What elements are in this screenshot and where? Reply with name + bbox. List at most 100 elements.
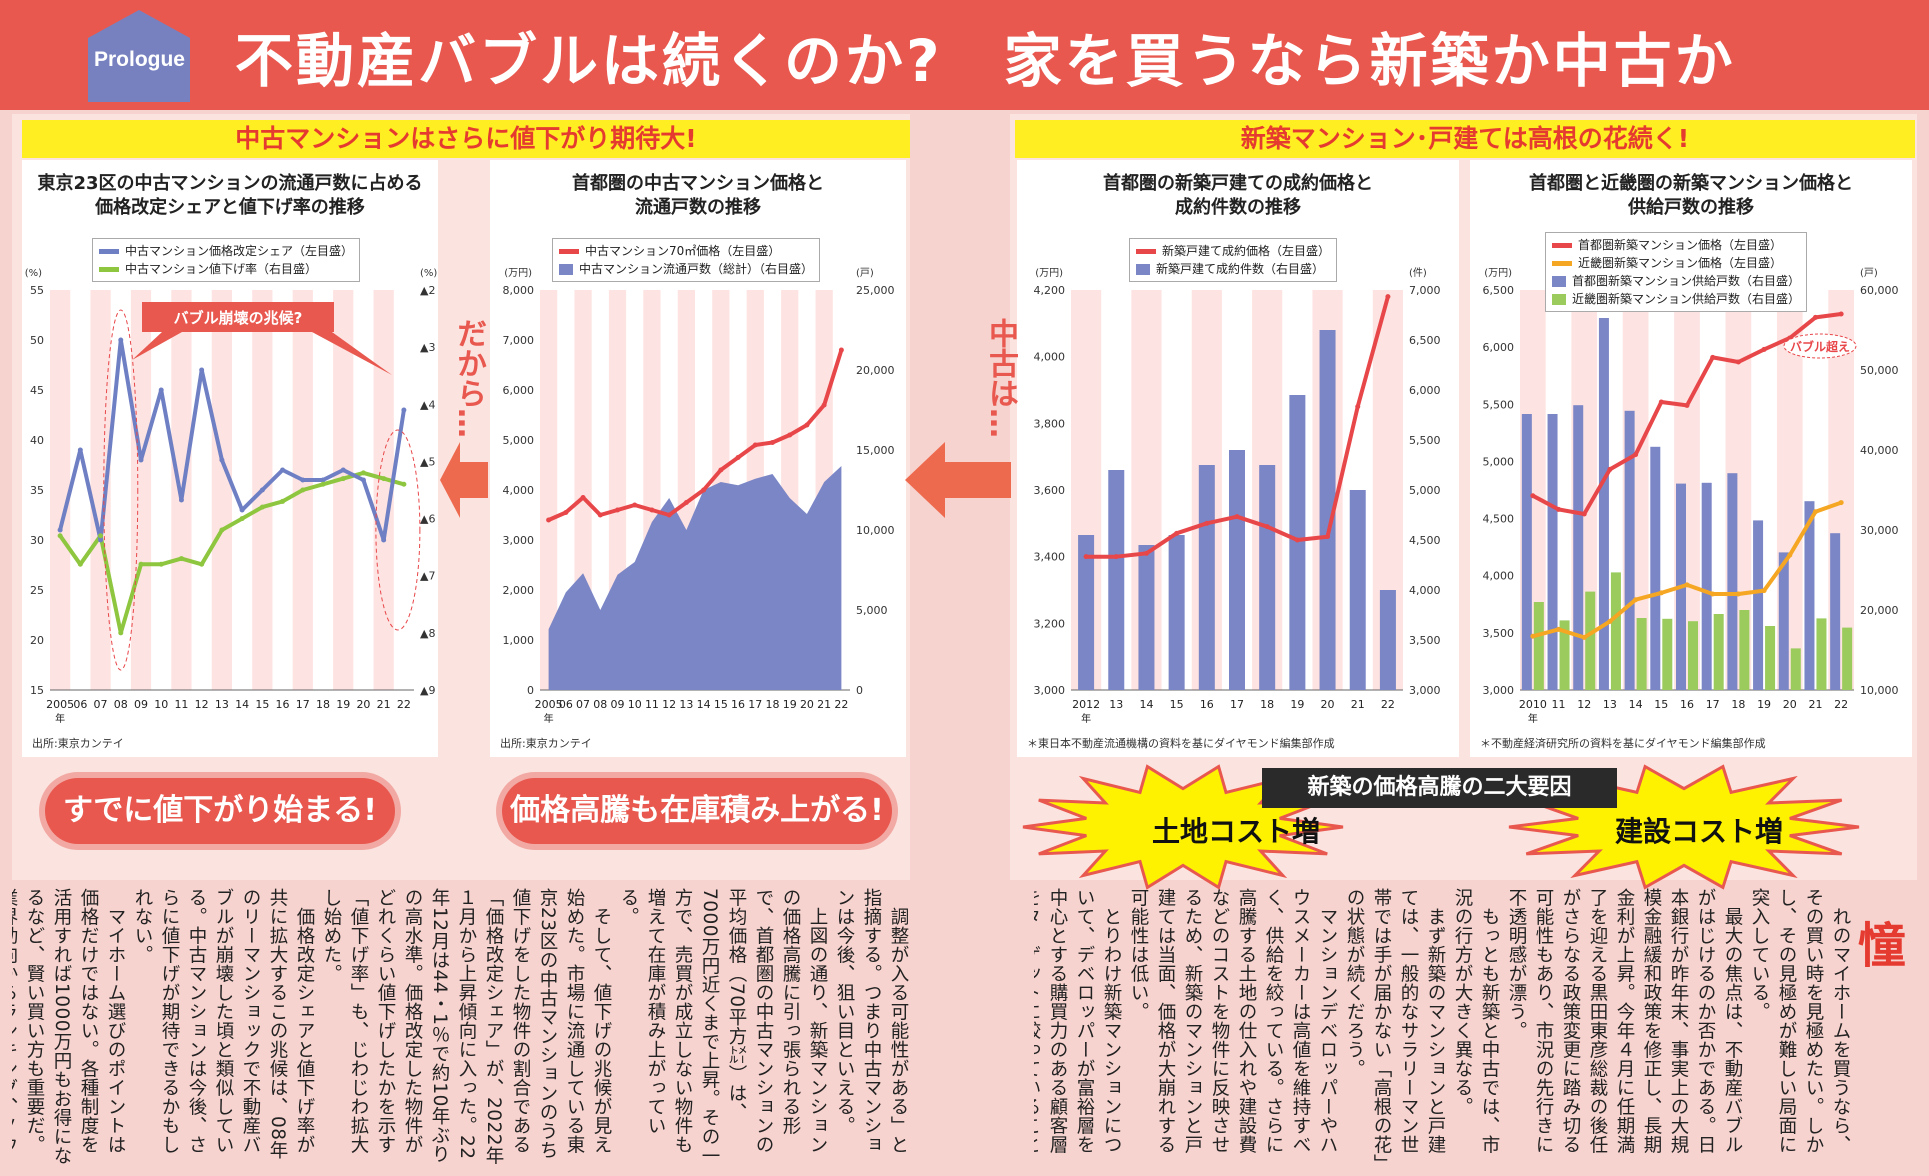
house-price-point [1234, 514, 1240, 520]
house-count-bar [1319, 330, 1336, 690]
x-tick-label: 14 [697, 698, 711, 711]
price-point [735, 455, 741, 460]
x-tick-label: 06 [73, 698, 87, 711]
x-tick-label: 16 [1200, 698, 1214, 711]
kinki-supply-bar [1713, 614, 1724, 690]
house-price-point [1204, 520, 1210, 526]
share-point [320, 477, 326, 483]
rate-point [77, 561, 83, 567]
prologue-badge [88, 10, 190, 102]
x-tick-label: 08 [114, 698, 128, 711]
legend-stock-label: 中古マンション流通戸数（総計）（右目盛） [579, 262, 814, 276]
y-left-tick-label: 4,000 [503, 484, 535, 497]
chart-3-plot: 4,200 4,000 3,800 3,600 3,400 3,200 3,000 7,000… [1034, 267, 1441, 725]
x-tick-label: 22 [834, 698, 848, 711]
article-paragraph: まず新築のマンションと戸建ては、一般的なサラリーマン世帯では手が届かない「高根の… [1344, 888, 1446, 1164]
x-tick-label: 12 [1577, 698, 1591, 711]
y-left-tick-label: 6,500 [1483, 284, 1515, 297]
x-tick-label: 15 [1170, 698, 1184, 711]
x-tick-label: 15 [1654, 698, 1668, 711]
share-point [199, 367, 205, 373]
x-tick-label: 09 [611, 698, 625, 711]
chart-2-source: 出所:東京カンテイ [500, 737, 592, 750]
y-left-tick-label: 3,000 [1034, 684, 1066, 697]
legend-share-label: 中古マンション価格改定シェア（左目盛） [125, 244, 354, 258]
y-right-tick-label: 10,000 [856, 524, 895, 537]
x-tick-label: 12 [195, 698, 209, 711]
y-left-tick-label: 50 [30, 334, 44, 347]
price-point [752, 442, 758, 448]
rate-point [138, 561, 144, 567]
price-point [770, 440, 775, 445]
tokyo-supply-bar [1804, 501, 1815, 690]
y-left-tick-label: 35 [30, 484, 44, 497]
y-right-tick-label: 5,500 [1409, 434, 1441, 447]
left-arrow-icon-2 [905, 442, 1011, 518]
tokyo-price-point [1684, 402, 1690, 408]
article-paragraph: 最大の焦点は、不動産バブルがはじけるのか否かである。日本銀行が昨年末、事実上の大… [1506, 888, 1743, 1154]
chart-4-legend: 首都圏新築マンション価格（左目盛） 近畿圏新築マンション価格（左目盛） 首都圏新… [1545, 232, 1808, 312]
x-tick-label: 22 [397, 698, 411, 711]
chart-4-title: 首都圏と近畿圏の新築マンション価格と 供給戸数の推移 [1529, 173, 1853, 218]
y-right-tick-label: 6,500 [1409, 334, 1441, 347]
header-bar: Prologue 不動産バブルは続くのか? 家を買うなら新築か中古か [0, 0, 1929, 110]
chart-4-plot: 6,500 6,000 5,500 5,000 4,500 4,000 3,500 3,000… [1483, 267, 1899, 725]
kinki-supply-bar [1790, 648, 1801, 690]
y-right-tick-label: 3,000 [1409, 684, 1441, 697]
background-stripe [373, 290, 394, 690]
article-paragraph: 価格改定シェアと値下げ率が共に拡大するこの兆候は、08年のリーマンショックで不動… [132, 888, 315, 1160]
legend-item-house-price: 新築戸建て成約価格（左目盛） [1136, 242, 1330, 260]
x-axis-unit: 年 [544, 712, 554, 725]
kinki-price-point [1530, 633, 1536, 639]
x-tick-label: 20 [356, 698, 370, 711]
page-title: 不動産バブルは続くのか? 家を買うなら新築か中古か [235, 27, 1736, 95]
y-left-tick-label: 4,000 [1483, 570, 1515, 583]
y-left-unit: (万円) [1484, 268, 1512, 279]
y-right-tick-label: 5,000 [856, 604, 888, 617]
tokyo-supply-bar [1778, 552, 1789, 690]
x-tick-label: 2005 [535, 698, 563, 711]
kinki-supply-bar [1533, 602, 1544, 690]
y-right-tick-label: 40,000 [1860, 444, 1899, 457]
y-left-tick-label: 5,500 [1483, 398, 1515, 411]
house-price-point [1355, 404, 1361, 410]
drop-cap: 憧 [1858, 918, 1907, 974]
price-point [821, 402, 827, 408]
tokyo-price-point [1530, 493, 1536, 499]
article-right-block: れのマイホームを買うなら、その買い時を見極めたい。しかし、その見極めが難しい局面… [1034, 888, 1854, 1170]
x-tick-label: 13 [679, 698, 693, 711]
price-point [804, 422, 810, 428]
chart-1-source: 出所:東京カンテイ [32, 737, 124, 750]
y-right-tick-label: ▲8 [420, 627, 435, 640]
y-left-tick-label: 1,000 [503, 634, 535, 647]
x-tick-label: 19 [336, 698, 350, 711]
y-right-tick-label: ▲7 [420, 570, 435, 583]
series-price-line [547, 349, 844, 522]
house-count-bar [1198, 465, 1215, 690]
share-point [219, 457, 225, 463]
house-count-bar [1168, 535, 1185, 690]
x-tick-label: 15 [714, 698, 728, 711]
x-axis-unit: 年 [1081, 712, 1091, 725]
legend-item-kinki-price: 近畿圏新築マンション価格（左目盛） [1552, 254, 1800, 272]
y-left-tick-label: 3,500 [1483, 627, 1515, 640]
y-right-tick-label: 25,000 [856, 284, 895, 297]
left-banner: 中古マンションはさらに値下がり期待大! [22, 120, 910, 158]
x-tick-label: 2005 [46, 698, 74, 711]
series-rate-line [58, 470, 405, 635]
chart-1-legend: 中古マンション価格改定シェア（左目盛） 中古マンション値下げ率（右目盛） [92, 238, 361, 282]
x-tick-label: 13 [1603, 698, 1617, 711]
y-right-unit: (戸) [856, 267, 874, 279]
x-tick-label: 21 [377, 698, 391, 711]
x-tick-label: 16 [1680, 698, 1694, 711]
tokyo-price-point [1607, 466, 1613, 472]
y-right-tick-label: 4,500 [1409, 534, 1441, 547]
x-tick-label: 17 [1706, 698, 1720, 711]
legend-rate-label: 中古マンション値下げ率（右目盛） [125, 262, 318, 276]
x-tick-label: 17 [1230, 698, 1244, 711]
kinki-supply-bar [1662, 618, 1673, 690]
kinki-supply-bar [1688, 621, 1698, 690]
y-right-tick-label: 10,000 [1860, 684, 1899, 697]
x-tick-label: 07 [576, 698, 590, 711]
rate-point [118, 630, 124, 636]
